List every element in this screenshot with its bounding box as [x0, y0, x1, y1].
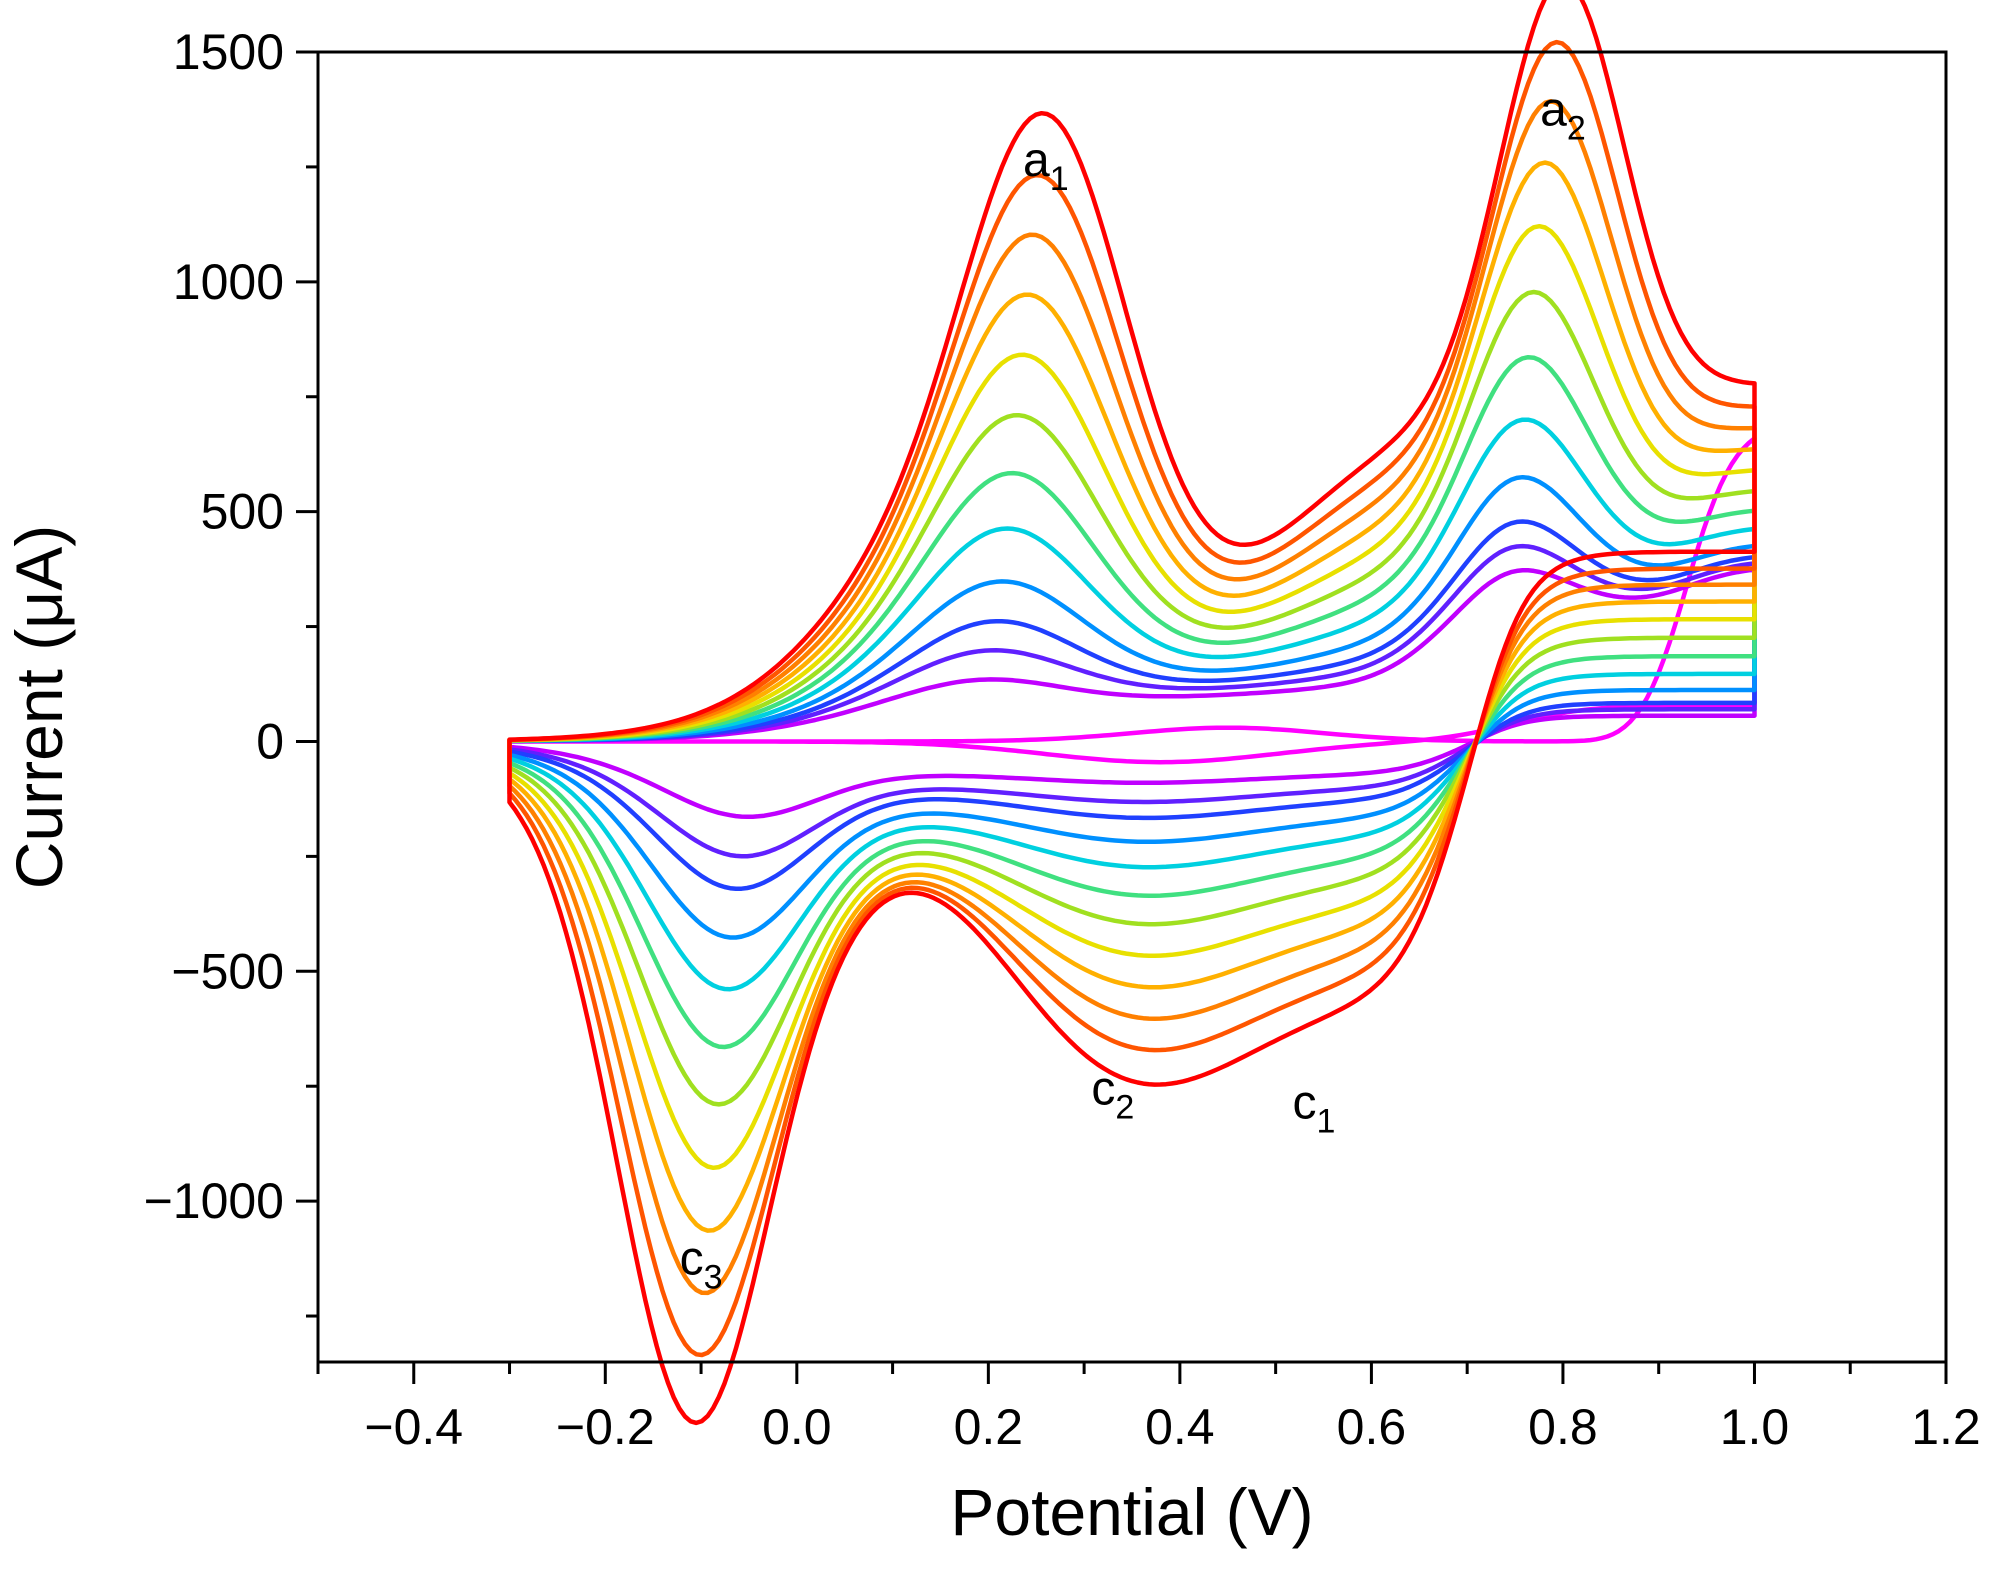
- cv-curve: [507, 0, 1757, 1426]
- peak-label-subscript: 1: [1050, 160, 1069, 198]
- y-tick-label: 500: [201, 484, 284, 540]
- cv-curve: [507, 223, 1757, 1171]
- x-tick-label: 0.4: [1145, 1399, 1215, 1455]
- cv-curve: [507, 519, 1757, 892]
- cv-curve: [507, 567, 1757, 820]
- peak-label: a2: [1540, 84, 1586, 148]
- peak-label-subscript: 1: [1316, 1102, 1335, 1140]
- x-tick-label: 0.6: [1337, 1399, 1407, 1455]
- peak-label-letter: a: [1540, 84, 1567, 137]
- y-tick-label: −500: [171, 943, 284, 999]
- x-tick-label: 0.8: [1528, 1399, 1598, 1455]
- y-tick-label: −1000: [144, 1173, 284, 1229]
- x-axis-ticks: −0.4 −0.2 0.0 0.2 0.4 0.6 0.8 1.0 1.2: [316, 1362, 1981, 1455]
- peak-label-subscript: 3: [704, 1259, 723, 1297]
- cv-curve: [507, 354, 1757, 1050]
- cv-curve: [507, 289, 1757, 1107]
- y-axis-title: Current (μA): [2, 525, 76, 889]
- plot-frame: [316, 50, 1948, 1364]
- peak-label: c2: [1091, 1063, 1134, 1127]
- x-tick-label: 1.0: [1720, 1399, 1790, 1455]
- cv-curve: [507, 543, 1757, 859]
- peak-label: a1: [1023, 134, 1069, 198]
- y-tick-label: 1500: [173, 24, 284, 80]
- x-tick-label: 0.2: [954, 1399, 1024, 1455]
- peak-label-letter: c: [1091, 1063, 1115, 1116]
- cv-curve: [507, 474, 1757, 940]
- cv-curve: [507, 160, 1757, 1233]
- cv-curve: [507, 417, 1757, 992]
- peak-label-subscript: 2: [1115, 1089, 1134, 1127]
- cv-curve: [507, 39, 1757, 1358]
- peak-label-subscript: 2: [1567, 110, 1586, 148]
- x-tick-label: 1.2: [1911, 1399, 1981, 1455]
- curve-group: [507, 0, 1757, 1426]
- x-tick-label: 0.0: [762, 1399, 832, 1455]
- x-axis-title: Potential (V): [950, 1475, 1313, 1549]
- peak-label: c3: [680, 1233, 723, 1297]
- x-tick-label: −0.4: [364, 1399, 463, 1455]
- peak-label-letter: a: [1023, 134, 1050, 187]
- y-axis-ticks: −1000 −500 0 500 1000 1500: [144, 24, 318, 1318]
- y-tick-label: 0: [256, 713, 284, 769]
- cv-curve: [507, 98, 1757, 1296]
- y-tick-label: 1000: [173, 254, 284, 310]
- peak-label-letter: c: [1292, 1076, 1316, 1129]
- peak-label-letter: c: [680, 1233, 704, 1286]
- peak-label: c1: [1292, 1076, 1335, 1140]
- x-tick-label: −0.2: [556, 1399, 655, 1455]
